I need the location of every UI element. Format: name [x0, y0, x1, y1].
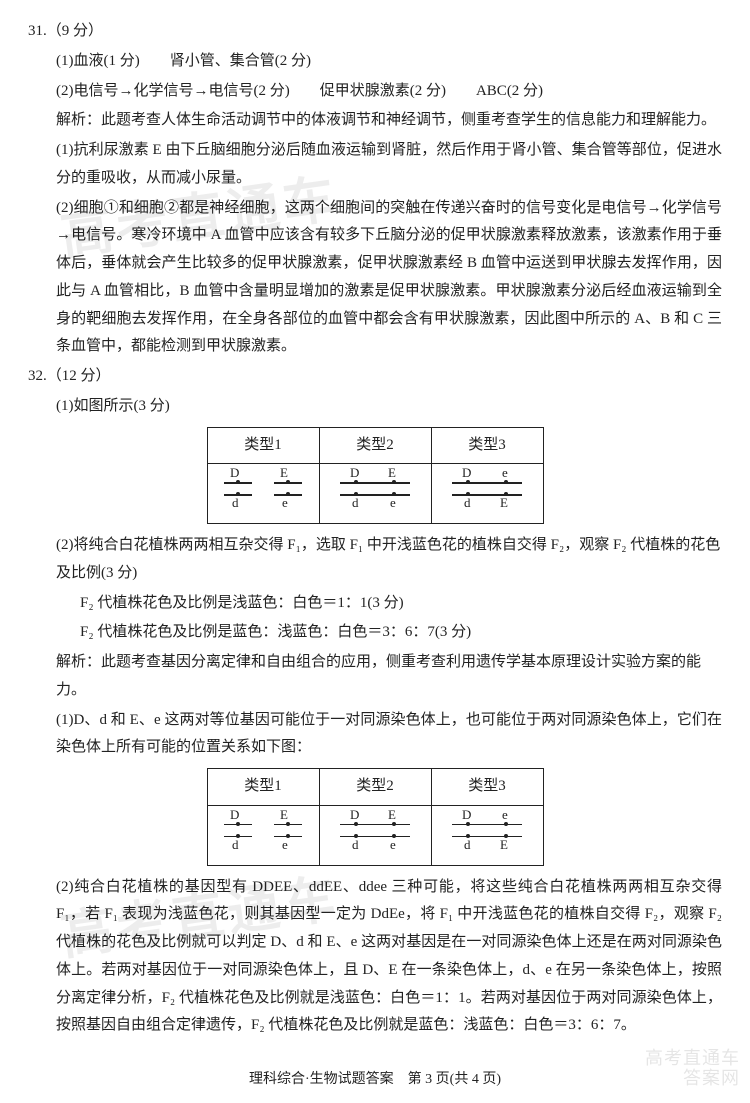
- q32-header: 32.（12 分）: [28, 363, 722, 391]
- type3-cell: D e d E: [431, 464, 543, 524]
- q32-answer-2b: F₂ 代植株花色及比例是浅蓝色：白色＝1：1(3 分): [52, 590, 722, 618]
- q31-header: 31.（9 分）: [28, 18, 722, 46]
- q31-answer-2: (2)电信号→化学信号→电信号(2 分) 促甲状腺激素(2 分) ABC(2 分…: [28, 78, 722, 106]
- type1-cell: D E d e: [207, 464, 319, 524]
- type3-cell: D e d E: [431, 805, 543, 865]
- q31-explain-2: (2)细胞①和细胞②都是神经细胞，这两个细胞间的突触在传递兴奋时的信号变化是电信…: [28, 195, 722, 362]
- type1-cell: D E d e: [207, 805, 319, 865]
- q32-answer-1: (1)如图所示(3 分): [28, 393, 722, 421]
- table-header: 类型3: [431, 427, 543, 464]
- q32-explain-2: (2)纯合白花植株的基因型有 DDEE、ddEE、ddee 三种可能，将这些纯合…: [28, 874, 722, 1041]
- table-header: 类型3: [431, 769, 543, 806]
- q31-answer-1: (1)血液(1 分) 肾小管、集合管(2 分): [28, 48, 722, 76]
- q32-explain-1: (1)D、d 和 E、e 这两对等位基因可能位于一对同源染色体上，也可能位于两对…: [28, 707, 722, 763]
- chromosome-table-2: 类型1 类型2 类型3 D E d e: [28, 768, 722, 866]
- type2-cell: D E d e: [319, 464, 431, 524]
- table-header: 类型2: [319, 769, 431, 806]
- table-header: 类型1: [207, 769, 319, 806]
- q32-analysis-label: 解析：此题考查基因分离定律和自由组合的应用，侧重考查利用遗传学基本原理设计实验方…: [28, 649, 722, 705]
- table-header: 类型2: [319, 427, 431, 464]
- type2-cell: D E d e: [319, 805, 431, 865]
- q31-explain-1: (1)抗利尿激素 E 由下丘脑细胞分泌后随血液运输到肾脏，然后作用于肾小管、集合…: [28, 137, 722, 193]
- q32-answer-2c: F₂ 代植株花色及比例是蓝色：浅蓝色：白色＝3：6：7(3 分): [52, 619, 722, 647]
- q31-analysis-label: 解析：此题考查人体生命活动调节中的体液调节和神经调节，侧重考查学生的信息能力和理…: [28, 107, 722, 135]
- q32-answer-2: (2)将纯合白花植株两两相互杂交得 F₁，选取 F₁ 中开浅蓝色花的植株自交得 …: [28, 532, 722, 588]
- chromosome-table-1: 类型1 类型2 类型3 D E d e: [28, 427, 722, 525]
- table-header: 类型1: [207, 427, 319, 464]
- page-footer: 理科综合·生物试题答案 第 3 页(共 4 页): [0, 1067, 750, 1093]
